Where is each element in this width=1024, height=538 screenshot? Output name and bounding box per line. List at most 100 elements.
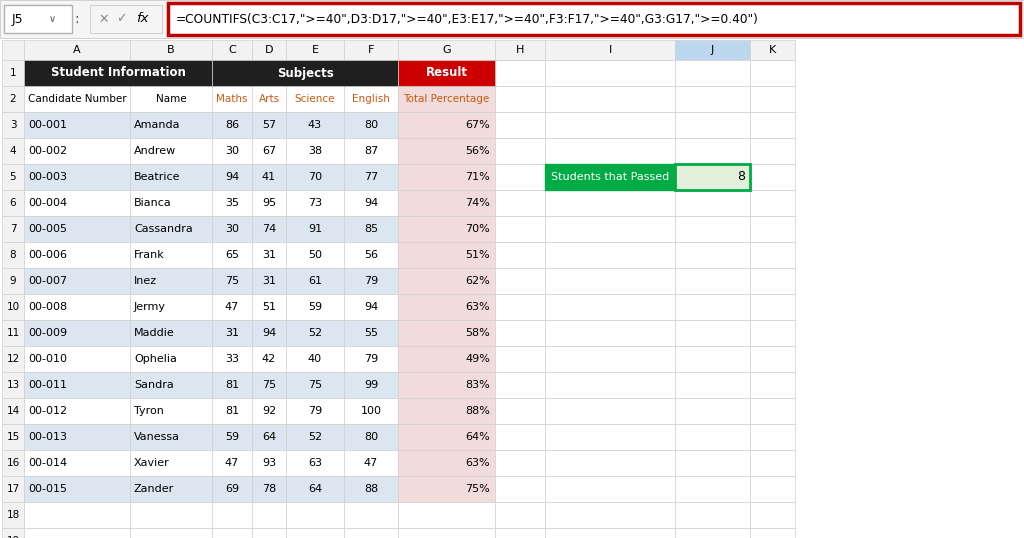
Text: 47: 47 bbox=[225, 458, 240, 468]
Bar bbox=[252, 268, 286, 294]
Bar bbox=[24, 164, 130, 190]
Text: 94: 94 bbox=[262, 328, 276, 338]
Text: B: B bbox=[167, 45, 175, 55]
Bar bbox=[2, 502, 24, 528]
Bar bbox=[398, 60, 495, 86]
Text: J5: J5 bbox=[12, 12, 24, 25]
Bar bbox=[24, 86, 130, 112]
Text: 70%: 70% bbox=[465, 224, 490, 234]
Bar bbox=[24, 476, 130, 502]
Text: 80: 80 bbox=[364, 432, 378, 442]
Bar bbox=[286, 502, 344, 528]
Bar bbox=[344, 86, 398, 112]
Bar bbox=[750, 476, 795, 502]
Bar bbox=[2, 86, 24, 112]
Bar bbox=[675, 398, 750, 424]
Text: 2: 2 bbox=[9, 94, 16, 104]
Bar bbox=[252, 450, 286, 476]
Text: Bianca: Bianca bbox=[134, 198, 172, 208]
Text: 47: 47 bbox=[364, 458, 378, 468]
Bar bbox=[130, 138, 212, 164]
Bar bbox=[252, 372, 286, 398]
Bar bbox=[130, 242, 212, 268]
Bar bbox=[495, 346, 545, 372]
Bar bbox=[545, 450, 675, 476]
Text: 31: 31 bbox=[262, 276, 276, 286]
Text: English: English bbox=[352, 94, 390, 104]
Bar bbox=[675, 294, 750, 320]
Text: Jermy: Jermy bbox=[134, 302, 166, 312]
Bar bbox=[286, 60, 344, 86]
Text: 00-004: 00-004 bbox=[28, 198, 68, 208]
Text: 92: 92 bbox=[262, 406, 276, 416]
Bar bbox=[286, 40, 344, 60]
Text: 80: 80 bbox=[364, 120, 378, 130]
Bar bbox=[24, 190, 130, 216]
Text: ✓: ✓ bbox=[116, 12, 127, 25]
Bar bbox=[24, 112, 130, 138]
Bar bbox=[545, 60, 675, 86]
Bar bbox=[398, 60, 495, 86]
Text: 00-013: 00-013 bbox=[28, 432, 67, 442]
Bar bbox=[344, 112, 398, 138]
Bar bbox=[398, 112, 495, 138]
Bar bbox=[286, 450, 344, 476]
Bar bbox=[344, 138, 398, 164]
Text: 8: 8 bbox=[737, 171, 745, 183]
Bar bbox=[750, 372, 795, 398]
Bar bbox=[344, 164, 398, 190]
Text: 74: 74 bbox=[262, 224, 276, 234]
Bar bbox=[2, 372, 24, 398]
Bar bbox=[130, 40, 212, 60]
Bar bbox=[252, 164, 286, 190]
Bar bbox=[252, 190, 286, 216]
Text: 19: 19 bbox=[6, 536, 19, 538]
Text: 59: 59 bbox=[225, 432, 239, 442]
Bar bbox=[495, 528, 545, 538]
Bar bbox=[212, 190, 252, 216]
Text: Inez: Inez bbox=[134, 276, 157, 286]
Bar bbox=[344, 320, 398, 346]
Text: 64%: 64% bbox=[465, 432, 490, 442]
Text: 5: 5 bbox=[9, 172, 16, 182]
Text: 69: 69 bbox=[225, 484, 239, 494]
Text: 81: 81 bbox=[225, 406, 239, 416]
Text: 8: 8 bbox=[9, 250, 16, 260]
Text: ✕: ✕ bbox=[98, 12, 109, 25]
Text: 1: 1 bbox=[9, 68, 16, 78]
Text: H: H bbox=[516, 45, 524, 55]
Bar bbox=[90, 5, 162, 33]
Bar bbox=[2, 528, 24, 538]
Bar bbox=[675, 450, 750, 476]
Bar bbox=[130, 528, 212, 538]
Text: 51%: 51% bbox=[465, 250, 490, 260]
Text: 75: 75 bbox=[308, 380, 323, 390]
Text: 88%: 88% bbox=[465, 406, 490, 416]
Bar bbox=[545, 372, 675, 398]
Text: 42: 42 bbox=[262, 354, 276, 364]
Text: Candidate Number: Candidate Number bbox=[28, 94, 126, 104]
Text: 4: 4 bbox=[9, 146, 16, 156]
Bar bbox=[495, 86, 545, 112]
Text: E: E bbox=[311, 45, 318, 55]
Text: Xavier: Xavier bbox=[134, 458, 170, 468]
Bar bbox=[130, 424, 212, 450]
Text: 56%: 56% bbox=[465, 146, 490, 156]
Text: 12: 12 bbox=[6, 354, 19, 364]
Text: 47: 47 bbox=[225, 302, 240, 312]
Bar bbox=[24, 268, 130, 294]
Text: 49%: 49% bbox=[465, 354, 490, 364]
Bar bbox=[130, 372, 212, 398]
Bar bbox=[398, 40, 495, 60]
Text: Subjects: Subjects bbox=[276, 67, 334, 80]
Bar bbox=[252, 40, 286, 60]
Bar bbox=[24, 294, 130, 320]
Bar bbox=[24, 424, 130, 450]
Bar bbox=[750, 216, 795, 242]
Bar bbox=[212, 86, 252, 112]
Text: 63%: 63% bbox=[465, 458, 490, 468]
Bar bbox=[2, 424, 24, 450]
Bar bbox=[2, 346, 24, 372]
Bar bbox=[252, 216, 286, 242]
Bar bbox=[495, 242, 545, 268]
